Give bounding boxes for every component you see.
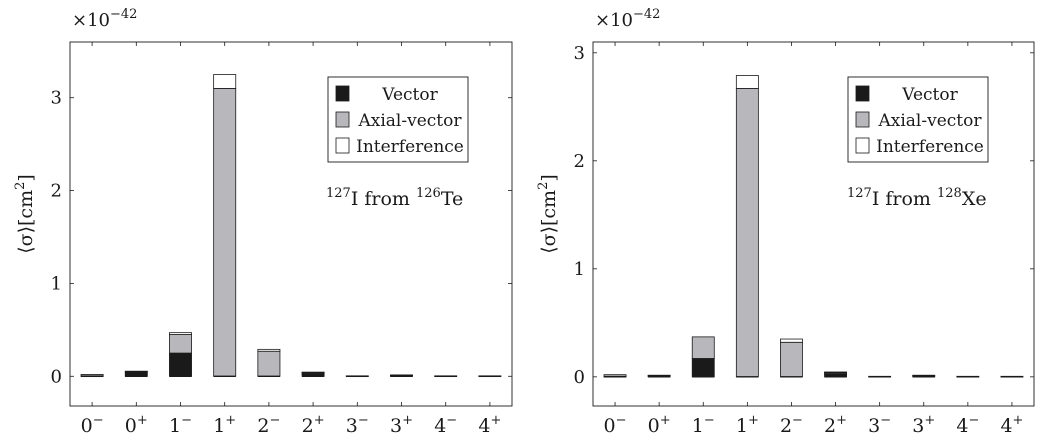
- bar-interference-5: [257, 348, 281, 352]
- bar-interference-4: [735, 75, 759, 89]
- x-tick-label: 2−: [257, 413, 280, 437]
- y-tick-label: 2: [574, 151, 585, 172]
- bar-interference-6: [824, 371, 847, 374]
- x-tick-label: 4−: [956, 413, 979, 437]
- legend-label-interference: Interference: [356, 137, 464, 157]
- plot-frame: [69, 41, 513, 407]
- x-tick-label: 2+: [302, 413, 325, 437]
- x-tick-label: 4−: [434, 413, 457, 437]
- y-tick-label: 1: [574, 259, 585, 280]
- legend-label-axial-vector: Axial-vector: [358, 111, 463, 131]
- bar-axial-vector-8: [912, 374, 936, 377]
- bar-axial-vector-2: [647, 374, 671, 377]
- legend: Vector Axial-vector Interference: [847, 76, 989, 163]
- y-tick-label: 3: [574, 43, 585, 64]
- bar-axial-vector-3: [169, 334, 192, 354]
- y-axis-label: ⟨σ⟩[cm2]: [13, 174, 37, 254]
- x-tick-label: 3−: [868, 413, 891, 437]
- legend-swatch-vector: [855, 85, 870, 102]
- bar-axial-vector-8: [390, 374, 413, 377]
- bar-interference-3: [169, 332, 192, 335]
- y-tick-label: 2: [51, 181, 62, 202]
- x-tick-label: 2−: [780, 413, 803, 437]
- y-scale-factor: ×10−42: [595, 7, 660, 31]
- y-axis-label: ⟨σ⟩[cm2]: [536, 174, 560, 254]
- bar-interference-5: [780, 338, 803, 343]
- legend-box: [327, 76, 469, 163]
- x-tick-label: 4+: [1000, 413, 1023, 437]
- bar-axial-vector-5: [780, 341, 803, 378]
- legend-label-axial-vector: Axial-vector: [878, 111, 983, 131]
- x-tick-label: 0+: [125, 413, 148, 437]
- legend-label-interference: Interference: [876, 137, 984, 157]
- x-tick-label: 2+: [824, 413, 847, 437]
- x-tick-label: 3+: [912, 413, 935, 437]
- plot-frame: [592, 41, 1035, 407]
- bar-interference-6: [301, 371, 325, 374]
- y-tick-label: 3: [51, 88, 62, 109]
- nucleus-annotation: 127I from 126Te: [326, 186, 463, 210]
- x-tick-label: 1+: [213, 413, 236, 437]
- legend-swatch-vector: [335, 85, 350, 102]
- legend-label-vector: Vector: [901, 85, 958, 105]
- bar-axial-vector-2: [124, 370, 148, 373]
- y-tick-label: 0: [574, 367, 585, 388]
- bar-axial-vector-4: [213, 88, 237, 377]
- legend-swatch-interference: [855, 137, 870, 154]
- x-tick-label: 0+: [648, 413, 671, 437]
- legend: Vector Axial-vector Interference: [327, 76, 469, 163]
- x-tick-label: 1−: [169, 413, 192, 437]
- bar-axial-vector-1: [603, 374, 627, 377]
- y-tick-label: 1: [51, 273, 62, 294]
- bar-axial-vector-3: [691, 336, 715, 359]
- bar-vector-3: [169, 352, 192, 377]
- x-tick-label: 0−: [81, 413, 104, 437]
- legend-swatch-axial-vector: [335, 111, 350, 128]
- chart-panel-2: 0− 0+ 1− 1+ 2− 2+ 3− 3+ 4− 4+ 0 1 2 3 ⟨σ⟩[cm2] ×10−42 Ve…: [536, 7, 1035, 437]
- bar-axial-vector-4: [735, 88, 759, 378]
- bar-vector-3: [691, 358, 715, 378]
- legend-box: [847, 76, 989, 163]
- legend-swatch-axial-vector: [855, 111, 870, 128]
- legend-swatch-interference: [335, 137, 350, 154]
- legend-label-vector: Vector: [381, 85, 438, 105]
- x-tick-label: 1−: [692, 413, 715, 437]
- x-tick-label: 3−: [346, 413, 369, 437]
- chart-panel-1: 0− 0+ 1− 1+ 2− 2+ 3− 3+ 4− 4+ 0 1 2 3 ⟨σ⟩[cm2] ×10−42 Ve…: [13, 7, 513, 437]
- bar-axial-vector-5: [257, 350, 281, 377]
- x-tick-label: 3+: [390, 413, 413, 437]
- x-tick-label: 4+: [478, 413, 501, 437]
- y-scale-factor: ×10−42: [72, 7, 137, 31]
- x-tick-label: 0−: [604, 413, 627, 437]
- nucleus-annotation: 127I from 128Xe: [847, 186, 987, 210]
- y-tick-label: 0: [51, 366, 62, 387]
- x-tick-label: 1+: [736, 413, 759, 437]
- bar-interference-4: [213, 74, 237, 89]
